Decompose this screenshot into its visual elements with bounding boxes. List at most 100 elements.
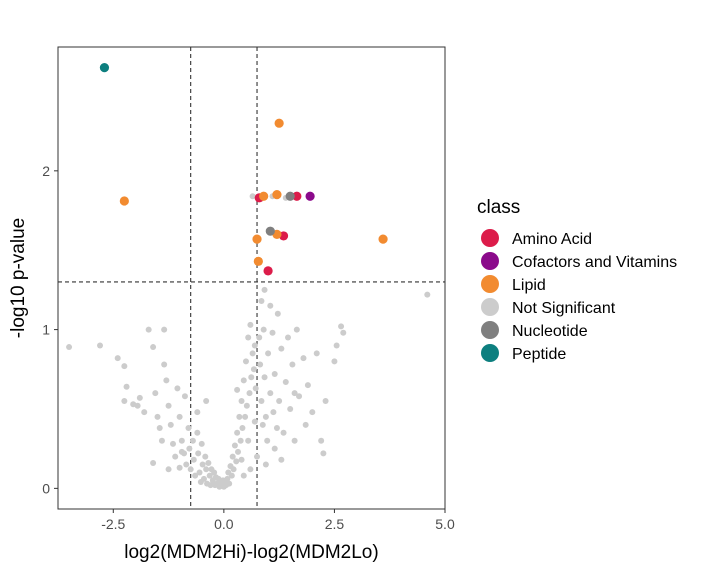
point-not-significant xyxy=(174,385,181,392)
point-not-significant xyxy=(293,326,300,333)
point-not-significant xyxy=(194,409,201,416)
point-not-significant xyxy=(302,421,309,428)
point-not-significant xyxy=(141,409,148,416)
point-not-significant xyxy=(271,445,278,452)
point-not-significant xyxy=(154,413,161,420)
point-not-significant xyxy=(251,418,258,425)
point-not-significant xyxy=(271,371,278,378)
point-not-significant xyxy=(289,361,296,368)
point-not-significant xyxy=(320,450,327,457)
point-not-significant xyxy=(261,374,268,381)
legend-key-peptide xyxy=(481,344,499,362)
point-not-significant xyxy=(161,361,168,368)
point-not-significant xyxy=(258,298,265,305)
point-not-significant xyxy=(254,453,261,460)
point-not-significant xyxy=(251,342,258,349)
point-not-significant xyxy=(249,350,256,357)
point-not-significant xyxy=(123,383,130,390)
point-not-significant xyxy=(190,456,197,463)
point-not-significant xyxy=(273,425,280,432)
legend-label-cofactors-and-vitamins: Cofactors and Vitamins xyxy=(512,254,677,271)
point-amino-acid xyxy=(292,191,302,201)
point-not-significant xyxy=(258,398,265,405)
point-not-significant xyxy=(278,456,285,463)
point-not-significant xyxy=(322,398,329,405)
point-not-significant xyxy=(97,342,104,349)
point-not-significant xyxy=(270,409,277,416)
point-not-significant xyxy=(114,355,121,362)
point-not-significant xyxy=(165,402,172,409)
point-lipid xyxy=(253,256,263,266)
point-nucleotide xyxy=(265,226,275,236)
point-not-significant xyxy=(228,472,235,479)
point-not-significant xyxy=(248,374,255,381)
point-not-significant xyxy=(233,458,240,465)
point-not-significant xyxy=(169,440,176,447)
point-not-significant xyxy=(165,466,172,473)
point-not-significant xyxy=(238,398,245,405)
legend-key-lipid xyxy=(481,275,499,293)
point-not-significant xyxy=(264,437,271,444)
legend-key-not-significant xyxy=(481,298,499,316)
point-lipid xyxy=(378,234,388,244)
point-not-significant xyxy=(163,377,170,384)
x-axis-title: log2(MDM2Hi)-log2(MDM2Lo) xyxy=(124,542,378,563)
point-not-significant xyxy=(150,459,157,466)
point-lipid xyxy=(252,234,262,244)
point-not-significant xyxy=(245,334,252,341)
point-not-significant xyxy=(234,429,241,436)
legend-label-peptide: Peptide xyxy=(512,346,566,363)
point-not-significant xyxy=(237,437,244,444)
point-not-significant xyxy=(269,329,276,336)
point-not-significant xyxy=(231,442,238,449)
legend-key-nucleotide xyxy=(481,321,499,339)
point-not-significant xyxy=(186,445,193,452)
point-lipid xyxy=(259,191,269,201)
point-not-significant xyxy=(200,475,207,482)
x-tick-label: 0.0 xyxy=(214,516,234,532)
point-not-significant xyxy=(247,466,254,473)
point-lipid xyxy=(272,190,282,200)
y-axis-title: -log10 p-value xyxy=(8,218,29,338)
legend-label-lipid: Lipid xyxy=(512,277,546,294)
point-not-significant xyxy=(192,472,199,479)
point-not-significant xyxy=(274,310,281,317)
point-not-significant xyxy=(291,437,298,444)
point-not-significant xyxy=(338,323,345,330)
point-not-significant xyxy=(134,402,141,409)
point-not-significant xyxy=(246,390,253,397)
point-not-significant xyxy=(333,342,340,349)
point-lipid xyxy=(274,118,284,128)
point-not-significant xyxy=(203,466,210,473)
point-not-significant xyxy=(331,358,338,365)
point-nucleotide xyxy=(285,191,295,201)
point-not-significant xyxy=(261,286,268,293)
point-not-significant xyxy=(183,461,190,468)
y-axis-ticks: 0 1 2 xyxy=(42,163,58,496)
point-not-significant xyxy=(158,437,165,444)
point-not-significant xyxy=(239,425,246,432)
point-not-significant xyxy=(181,393,188,400)
point-not-significant xyxy=(267,390,274,397)
point-not-significant xyxy=(424,291,431,298)
point-not-significant xyxy=(242,413,249,420)
point-not-significant xyxy=(150,344,157,351)
point-not-significant xyxy=(211,469,218,476)
point-cofactors-and-vitamins xyxy=(305,191,315,201)
point-not-significant xyxy=(187,466,194,473)
point-not-significant xyxy=(203,398,210,405)
point-not-significant xyxy=(313,350,320,357)
point-not-significant xyxy=(291,390,298,397)
point-not-significant xyxy=(145,326,152,333)
x-tick-label: -2.5 xyxy=(101,516,125,532)
point-not-significant xyxy=(152,390,159,397)
point-not-significant xyxy=(199,461,206,468)
point-not-significant xyxy=(66,344,73,351)
point-not-significant xyxy=(309,409,316,416)
point-lipid xyxy=(119,196,129,206)
point-not-significant xyxy=(202,453,209,460)
x-axis-ticks: -2.5 0.0 2.5 5.0 xyxy=(101,509,455,532)
point-not-significant xyxy=(176,413,183,420)
point-not-significant xyxy=(240,472,247,479)
